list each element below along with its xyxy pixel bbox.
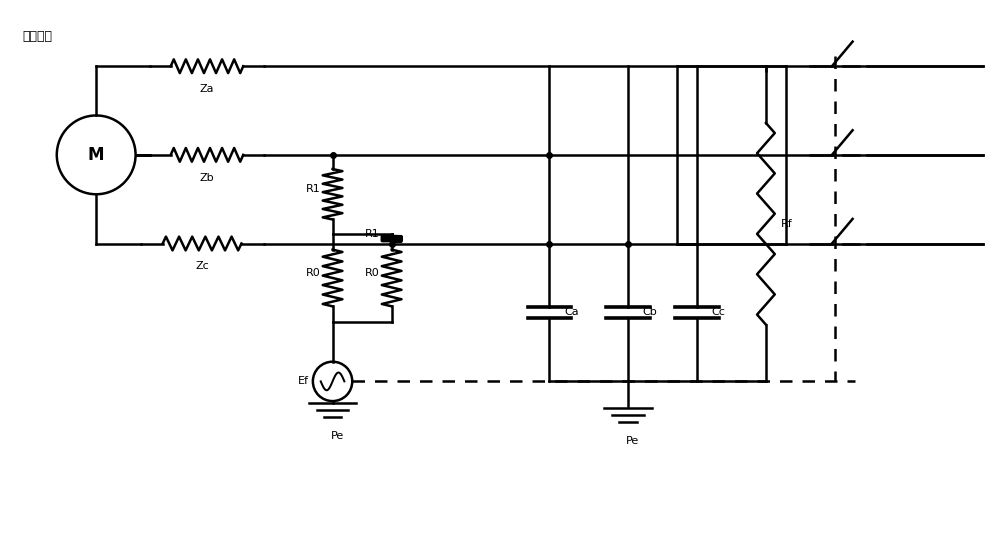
- Text: Cb: Cb: [643, 307, 658, 317]
- Text: R0: R0: [306, 268, 321, 278]
- Text: M: M: [88, 146, 104, 164]
- Text: Pe: Pe: [626, 436, 640, 446]
- Text: Zc: Zc: [195, 261, 209, 271]
- Text: Ca: Ca: [564, 307, 579, 317]
- Text: Cc: Cc: [712, 307, 726, 317]
- Text: R0: R0: [365, 268, 380, 278]
- Text: Pe: Pe: [331, 431, 344, 441]
- Text: Rf: Rf: [781, 219, 792, 229]
- Text: Za: Za: [200, 84, 214, 94]
- Text: 甲板机械: 甲板机械: [22, 30, 52, 43]
- Text: Ef: Ef: [298, 377, 309, 387]
- Text: R1: R1: [365, 228, 380, 239]
- Text: Zb: Zb: [200, 173, 214, 182]
- Text: R1: R1: [306, 184, 321, 194]
